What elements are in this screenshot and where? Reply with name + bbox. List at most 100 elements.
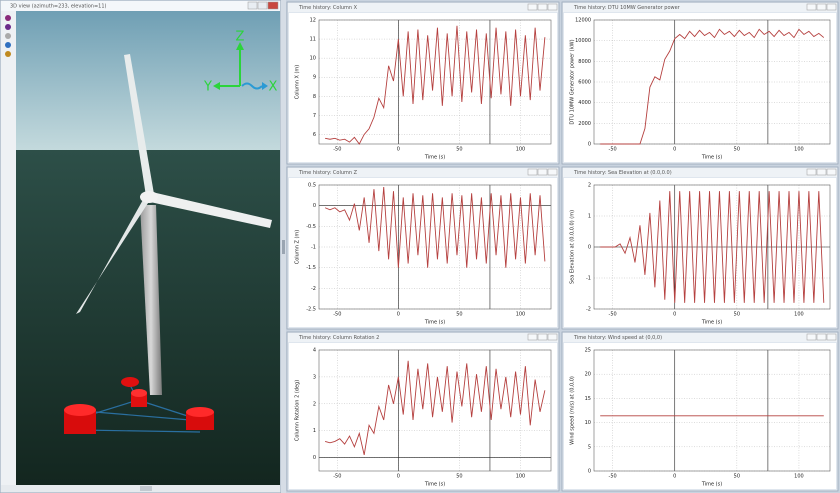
y-tick-label: 15	[585, 396, 591, 402]
x-tick-label: 0	[397, 312, 400, 318]
y-axis-label: Sea Elevation at (0.0,0.0) (m)	[570, 210, 576, 284]
x-tick-label: 100	[516, 474, 526, 480]
y-tick-label: 8	[313, 94, 316, 100]
x-tick-label: 0	[397, 474, 400, 480]
y-tick-label: -2	[586, 307, 591, 313]
maximize-button[interactable]	[258, 2, 267, 9]
y-tick-label: 0.5	[308, 183, 316, 189]
y-tick-label: 0	[588, 245, 591, 251]
chart-window: Time history: Column X6789101112-5005010…	[287, 2, 559, 164]
window-button[interactable]	[817, 169, 826, 175]
y-axis-label: Column Z (m)	[295, 230, 301, 265]
y-tick-label: 25	[585, 348, 591, 354]
window-button[interactable]	[528, 334, 537, 340]
x-tick-label: -50	[609, 312, 617, 318]
x-axis-label: Time (s)	[701, 482, 722, 488]
window-button[interactable]	[538, 334, 547, 340]
y-tick-label: 4	[313, 348, 316, 354]
y-axis-label: Wind speed (m/s) at (0,0,0)	[570, 376, 576, 445]
window-button[interactable]	[538, 169, 547, 175]
window-button[interactable]	[807, 169, 816, 175]
y-axis-label: Column X (m)	[295, 65, 301, 100]
x-axis-label: Time (s)	[701, 320, 722, 326]
y-tick-label: 10000	[575, 38, 591, 44]
splitter-handle[interactable]	[282, 240, 285, 254]
chart-window: Time history: DTU 10MW Generator power02…	[562, 2, 838, 164]
window-button[interactable]	[817, 4, 826, 10]
x-tick-label: 50	[734, 312, 740, 318]
window-button[interactable]	[548, 4, 557, 10]
y-axis-label: Column Rotation 2 (deg)	[295, 380, 301, 441]
axis-label: X	[269, 80, 278, 95]
chart-window: Time history: Column Z-2.5-2-1.5-1-0.500…	[287, 167, 559, 329]
x-axis-label: Time (s)	[424, 482, 445, 488]
x-tick-label: 0	[397, 147, 400, 153]
x-tick-label: -50	[609, 147, 617, 153]
window-button[interactable]	[548, 169, 557, 175]
y-tick-label: 10	[585, 420, 591, 426]
float	[121, 377, 139, 387]
window-button[interactable]	[827, 4, 836, 10]
window-button[interactable]	[528, 169, 537, 175]
y-tick-label: 20	[585, 372, 591, 378]
x-tick-label: 100	[794, 312, 804, 318]
screen: 3D view (azimuth=233, elevation=11) Z Y …	[0, 0, 840, 493]
y-tick-label: -2.5	[306, 307, 316, 313]
y-tick-label: 7	[313, 113, 316, 119]
y-tick-label: 1	[588, 214, 591, 220]
x-axis-label: Time (s)	[424, 155, 445, 161]
window-title: 3D view (azimuth=233, elevation=11)	[10, 4, 107, 10]
y-tick-label: 10	[310, 56, 316, 62]
window-title: Time history: Sea Elevation at (0.0,0.0)	[573, 170, 672, 176]
window-button[interactable]	[817, 334, 826, 340]
x-tick-label: 50	[456, 474, 462, 480]
x-tick-label: 0	[673, 147, 676, 153]
x-tick-label: -50	[333, 474, 341, 480]
y-tick-label: 5	[588, 444, 591, 450]
y-tick-label: 1	[313, 428, 316, 434]
y-tick-label: 0	[588, 469, 591, 475]
minimize-button[interactable]	[248, 2, 257, 9]
window-button[interactable]	[548, 334, 557, 340]
y-tick-label: -1	[311, 245, 316, 251]
y-tick-label: 12000	[575, 18, 591, 24]
y-tick-label: 6	[313, 132, 316, 138]
y-tick-label: -0.5	[306, 224, 316, 230]
toolbar	[1, 11, 16, 485]
y-tick-label: -2	[311, 286, 316, 292]
y-axis-label: DTU 10MW Generator power (kW)	[570, 39, 576, 124]
x-tick-label: 50	[734, 147, 740, 153]
x-tick-label: 50	[734, 474, 740, 480]
y-tick-label: 6000	[578, 80, 591, 86]
axis-label: Z	[236, 30, 245, 45]
scroll-thumb[interactable]	[140, 486, 152, 491]
window-button[interactable]	[807, 4, 816, 10]
y-tick-label: 8000	[578, 59, 591, 65]
y-tick-label: 9	[313, 75, 316, 81]
window-title: Time history: Column X	[298, 5, 358, 11]
window-title: Time history: Wind speed at (0,0,0)	[573, 335, 662, 341]
chart-window: Time history: Sea Elevation at (0.0,0.0)…	[562, 167, 838, 329]
x-tick-label: 50	[456, 312, 462, 318]
window-button[interactable]	[827, 334, 836, 340]
chart-area	[289, 13, 557, 162]
x-tick-label: 100	[516, 147, 526, 153]
window-title: Time history: Column Rotation 2	[298, 335, 379, 341]
y-tick-label: 2	[588, 183, 591, 189]
y-tick-label: 0	[313, 455, 316, 461]
x-tick-label: 0	[673, 474, 676, 480]
x-axis-label: Time (s)	[424, 320, 445, 326]
window-button[interactable]	[827, 169, 836, 175]
close-button[interactable]	[268, 2, 278, 9]
x-tick-label: -50	[609, 474, 617, 480]
window-button[interactable]	[807, 334, 816, 340]
x-tick-label: -50	[333, 312, 341, 318]
y-tick-label: 0	[313, 203, 316, 209]
axis-label: Y	[203, 80, 212, 95]
x-tick-label: 50	[456, 147, 462, 153]
window-button[interactable]	[528, 4, 537, 10]
window-button[interactable]	[538, 4, 547, 10]
y-tick-label: -1	[586, 276, 591, 282]
view3d-window: 3D view (azimuth=233, elevation=11) Z Y …	[0, 0, 281, 493]
y-tick-label: -1.5	[306, 265, 316, 271]
